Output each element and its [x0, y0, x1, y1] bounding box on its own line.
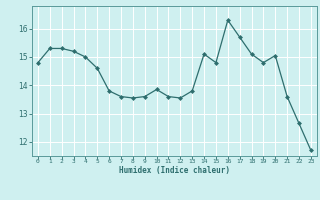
X-axis label: Humidex (Indice chaleur): Humidex (Indice chaleur) [119, 166, 230, 175]
